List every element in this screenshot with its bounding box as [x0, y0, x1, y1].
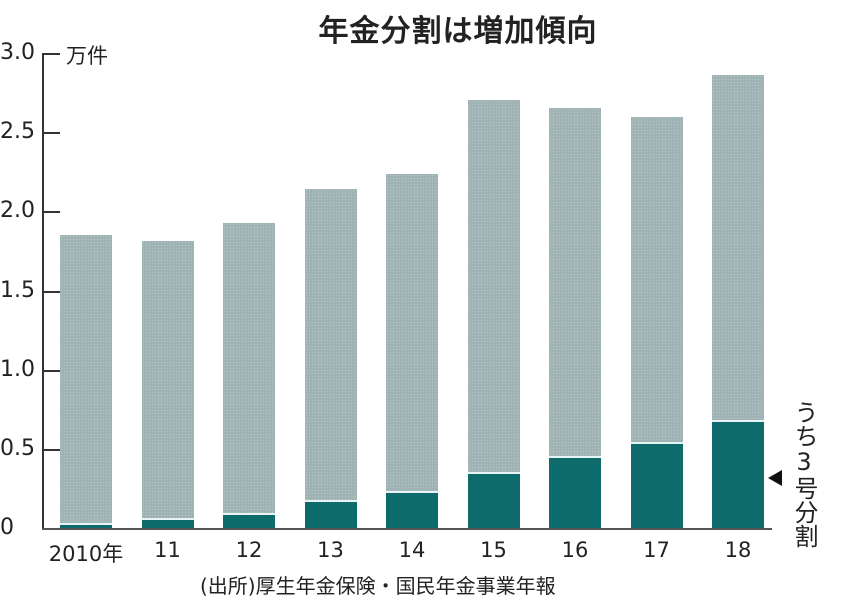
- bar-sub-3go: [712, 419, 764, 529]
- y-tick: [42, 369, 60, 372]
- bar-sub-3go: [549, 456, 601, 529]
- bar-sub-3go: [467, 471, 520, 529]
- bar-total: [630, 117, 683, 529]
- x-tick-label: 14: [398, 538, 426, 562]
- y-tick-label: 2.5: [0, 119, 35, 145]
- bar-total: [60, 234, 112, 529]
- y-tick: [42, 211, 60, 214]
- x-tick-label: 18: [724, 538, 752, 562]
- bar-total: [223, 223, 275, 529]
- bar-sub-3go: [386, 490, 438, 529]
- bar-total: [549, 107, 601, 529]
- x-axis-line: [42, 528, 772, 530]
- y-tick: [42, 448, 60, 451]
- bar-total: [141, 240, 194, 529]
- left-triangle-icon: [768, 470, 782, 486]
- y-tick-label: 0.5: [0, 435, 35, 461]
- y-tick: [42, 290, 60, 293]
- x-tick-label: 15: [480, 538, 507, 562]
- chart-title: 年金分割は増加傾向: [318, 14, 598, 49]
- bar-sub-3go: [304, 500, 357, 529]
- x-tick-label: 2010年: [48, 542, 124, 566]
- bar-total: [712, 74, 764, 529]
- y-tick-label: 1.5: [0, 277, 35, 303]
- y-tick-label: 1.0: [0, 356, 35, 382]
- x-tick-label: 16: [561, 538, 589, 562]
- x-tick-label: 11: [154, 538, 181, 562]
- y-tick-label: 3.0: [0, 40, 35, 65]
- bar-total: [467, 99, 520, 529]
- y-tick: [42, 132, 60, 135]
- legend-sub-label: うち3号分割: [790, 400, 818, 548]
- bar-sub-3go: [60, 522, 112, 529]
- y-tick-label: 0: [0, 515, 14, 540]
- bar-sub-3go: [630, 441, 683, 529]
- bar-total: [304, 188, 357, 529]
- x-tick-label: 12: [235, 538, 263, 562]
- y-axis-unit: 万件: [66, 44, 108, 68]
- y-tick: [42, 53, 60, 55]
- bar-total: [386, 174, 438, 529]
- y-tick-label: 2.0: [0, 198, 35, 224]
- x-tick-label: 17: [643, 538, 670, 562]
- bar-sub-3go: [223, 513, 275, 529]
- x-tick-label: 13: [317, 538, 344, 562]
- bar-sub-3go: [141, 517, 194, 529]
- source-note: (出所)厚生年金保険・国民年金事業年報: [200, 574, 556, 598]
